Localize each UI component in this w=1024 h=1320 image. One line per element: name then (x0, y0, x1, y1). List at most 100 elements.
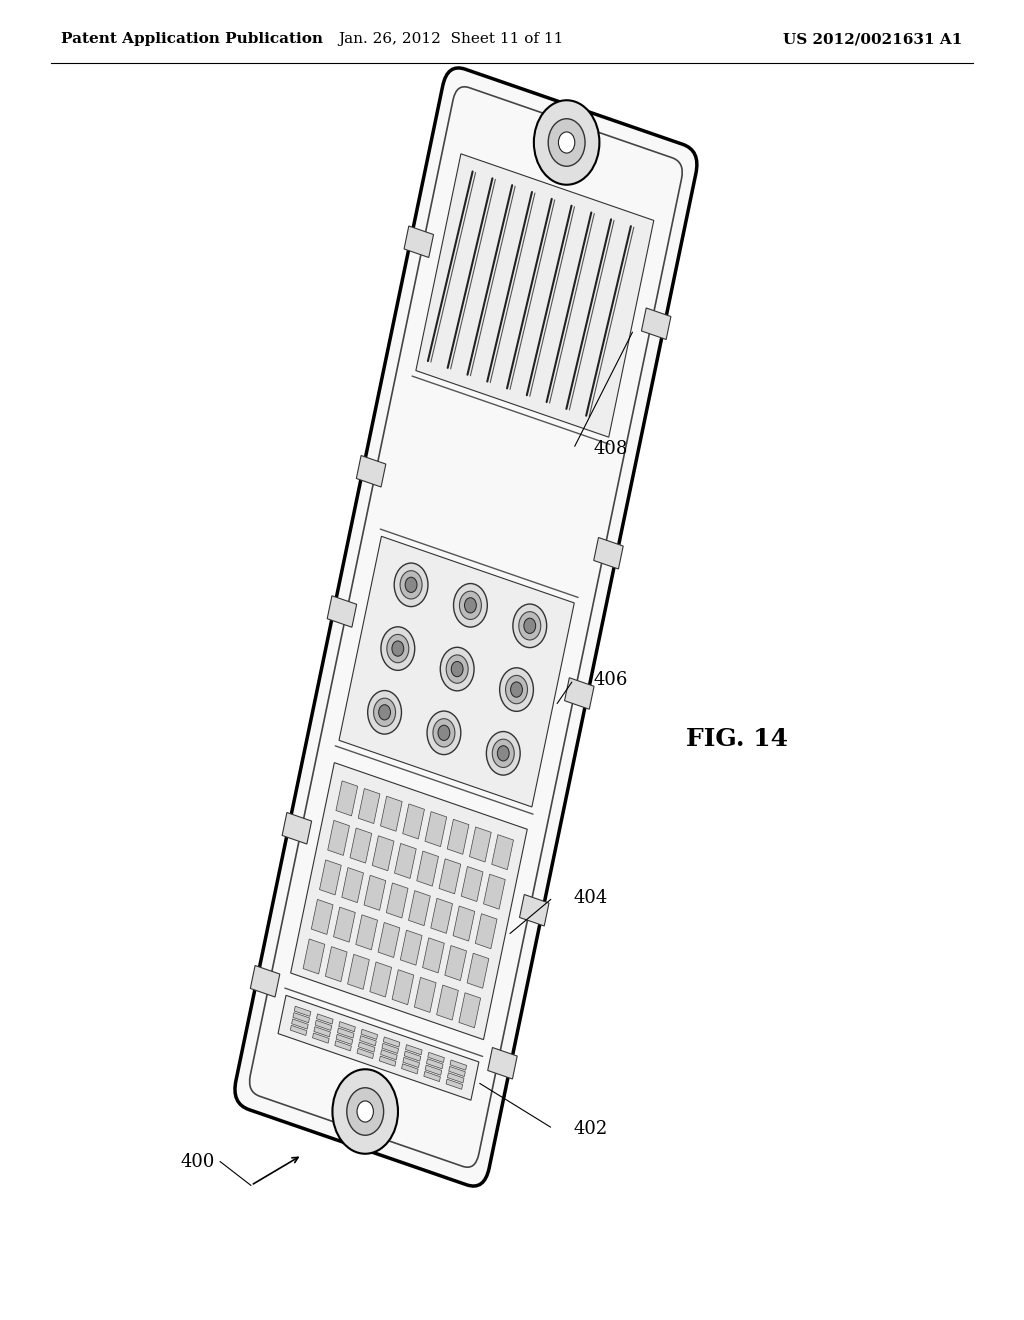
Circle shape (519, 611, 541, 640)
Polygon shape (444, 945, 467, 981)
Polygon shape (409, 891, 430, 925)
Polygon shape (453, 906, 475, 941)
Polygon shape (379, 1056, 396, 1067)
Polygon shape (314, 1027, 331, 1036)
Polygon shape (426, 1059, 443, 1069)
Circle shape (465, 598, 476, 612)
Polygon shape (358, 788, 380, 824)
Polygon shape (417, 851, 438, 886)
Circle shape (506, 676, 527, 704)
Polygon shape (319, 859, 341, 895)
Polygon shape (357, 1048, 374, 1059)
Polygon shape (402, 1057, 420, 1068)
Polygon shape (334, 907, 355, 942)
Circle shape (347, 1088, 384, 1135)
Polygon shape (293, 1012, 309, 1023)
Polygon shape (294, 1006, 311, 1016)
Circle shape (558, 132, 574, 153)
Polygon shape (336, 1035, 352, 1044)
Polygon shape (328, 595, 356, 627)
Polygon shape (423, 939, 444, 973)
Circle shape (452, 661, 463, 677)
FancyBboxPatch shape (234, 67, 697, 1187)
Text: 406: 406 (594, 671, 629, 689)
Polygon shape (339, 1022, 355, 1032)
Text: 404: 404 (573, 888, 607, 907)
Polygon shape (519, 895, 549, 927)
Polygon shape (355, 915, 378, 950)
Polygon shape (386, 883, 408, 917)
Circle shape (374, 698, 395, 726)
Polygon shape (315, 1020, 332, 1031)
Polygon shape (487, 1048, 517, 1078)
Polygon shape (641, 308, 671, 339)
Polygon shape (335, 1040, 351, 1051)
Polygon shape (459, 993, 480, 1028)
Text: US 2012/0021631 A1: US 2012/0021631 A1 (783, 32, 963, 46)
Circle shape (379, 705, 390, 719)
Polygon shape (425, 812, 446, 846)
Text: Patent Application Publication: Patent Application Publication (61, 32, 324, 46)
Circle shape (392, 642, 403, 656)
Polygon shape (326, 946, 347, 982)
Polygon shape (347, 954, 370, 990)
Polygon shape (370, 962, 391, 997)
Polygon shape (350, 828, 372, 863)
Polygon shape (431, 899, 453, 933)
Circle shape (534, 100, 599, 185)
Circle shape (493, 739, 514, 767)
Text: Jan. 26, 2012  Sheet 11 of 11: Jan. 26, 2012 Sheet 11 of 11 (338, 32, 563, 46)
Polygon shape (290, 1026, 307, 1035)
Polygon shape (364, 875, 386, 911)
Polygon shape (492, 834, 513, 870)
Polygon shape (339, 536, 574, 807)
Polygon shape (446, 1080, 463, 1089)
Polygon shape (461, 866, 483, 902)
Circle shape (513, 605, 547, 648)
Polygon shape (449, 1067, 465, 1077)
Circle shape (427, 711, 461, 755)
Polygon shape (436, 985, 459, 1020)
Polygon shape (336, 781, 357, 816)
Circle shape (511, 682, 522, 697)
Polygon shape (361, 1030, 378, 1039)
Circle shape (548, 119, 585, 166)
Text: FIG. 14: FIG. 14 (686, 727, 788, 751)
Polygon shape (594, 537, 624, 569)
Polygon shape (483, 874, 505, 909)
Polygon shape (292, 1019, 308, 1030)
Polygon shape (283, 813, 311, 843)
Polygon shape (451, 1060, 467, 1071)
Polygon shape (279, 995, 479, 1100)
Polygon shape (416, 154, 653, 437)
Polygon shape (467, 953, 488, 989)
Polygon shape (358, 1041, 375, 1052)
Polygon shape (291, 763, 527, 1040)
Polygon shape (312, 1034, 329, 1043)
Polygon shape (250, 965, 280, 997)
Circle shape (406, 577, 417, 593)
Polygon shape (447, 820, 469, 854)
Polygon shape (402, 804, 425, 840)
Polygon shape (447, 1073, 464, 1082)
Polygon shape (382, 1043, 398, 1053)
Polygon shape (394, 843, 416, 879)
Polygon shape (404, 226, 433, 257)
Circle shape (486, 731, 520, 775)
Text: 408: 408 (594, 440, 629, 458)
Polygon shape (400, 931, 422, 965)
Polygon shape (359, 1036, 376, 1045)
Circle shape (394, 564, 428, 607)
Polygon shape (311, 899, 333, 935)
Circle shape (400, 570, 422, 599)
Polygon shape (381, 1049, 397, 1060)
Polygon shape (425, 1065, 441, 1076)
Polygon shape (404, 1051, 421, 1061)
Polygon shape (373, 836, 394, 871)
Circle shape (433, 718, 455, 747)
Polygon shape (564, 677, 594, 709)
Polygon shape (342, 867, 364, 903)
Polygon shape (424, 1072, 440, 1081)
Circle shape (524, 618, 536, 634)
Circle shape (440, 647, 474, 690)
